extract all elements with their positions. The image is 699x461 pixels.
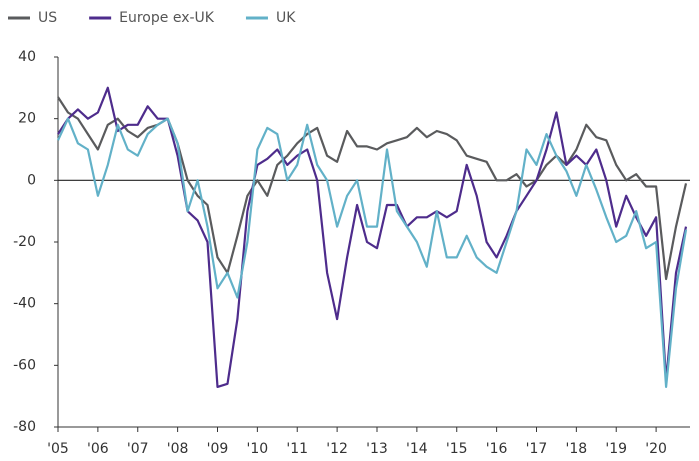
legend-label: Europe ex-UK [119,10,215,26]
y-tick-label: 40 [18,49,36,65]
y-tick-label: -20 [13,234,36,250]
x-tick-label: '20 [645,441,667,457]
x-tick-label: '12 [326,441,348,457]
x-tick-label: '10 [247,441,269,457]
series-line [57,96,688,281]
y-tick-label: 0 [27,172,36,188]
x-tick-label: '05 [47,441,69,457]
x-tick-label: '19 [605,441,627,457]
legend-label: US [38,10,57,26]
x-tick-label: '11 [286,441,308,457]
x-tick-label: '15 [446,441,468,457]
y-tick-label: -80 [13,419,36,435]
x-tick-label: '13 [366,441,388,457]
x-tick-label: '06 [87,441,109,457]
x-tick-label: '14 [406,441,428,457]
y-tick-label: -40 [13,296,36,312]
series-line [57,86,688,388]
x-tick-label: '07 [127,441,149,457]
series-line [57,117,688,388]
x-tick-label: '09 [207,441,229,457]
x-tick-label: '17 [526,441,548,457]
x-tick-label: '18 [566,441,588,457]
y-tick-label: 20 [18,111,36,127]
x-tick-label: '08 [167,441,189,457]
legend-label: UK [276,10,296,26]
x-tick-label: '16 [486,441,508,457]
y-tick-label: -60 [13,357,36,373]
